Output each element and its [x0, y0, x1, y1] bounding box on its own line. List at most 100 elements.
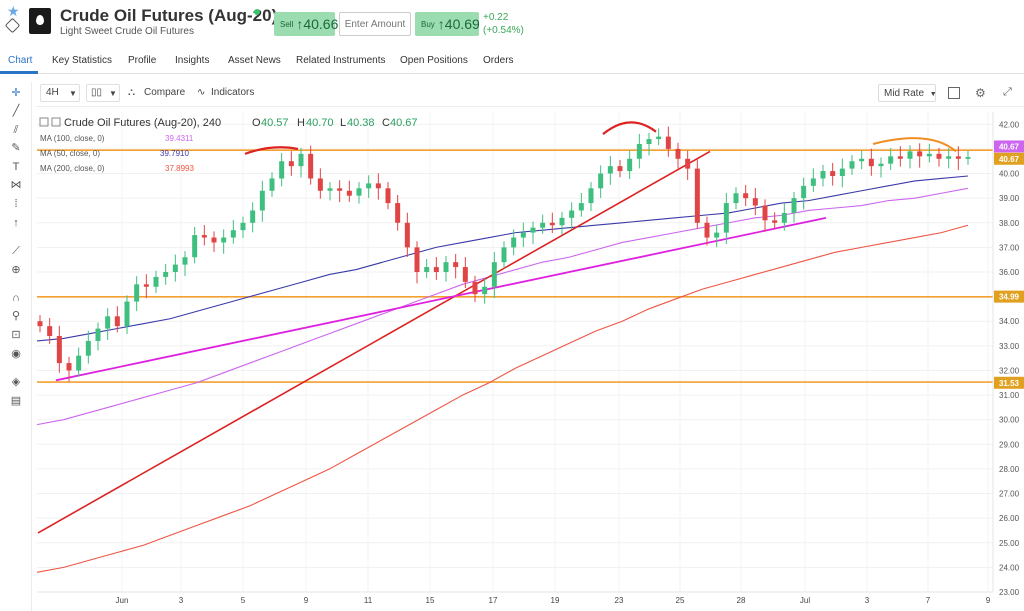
chart-type-select[interactable]	[86, 84, 120, 102]
candle-body	[279, 161, 285, 179]
tab-chart[interactable]: Chart	[8, 55, 33, 66]
horizontal-levels	[37, 149, 993, 383]
y-tick-label: 25.00	[999, 539, 1020, 548]
legend-high-label: H	[297, 117, 305, 129]
legend-close: 40.67	[390, 117, 418, 129]
candle-body	[549, 222, 555, 226]
candle-body	[95, 328, 101, 341]
ma50-line	[36, 175, 969, 342]
candle-body	[37, 321, 43, 327]
trash-icon[interactable]: ▤	[10, 395, 22, 407]
channel-line	[55, 216, 827, 382]
tab-profile[interactable]: Profile	[128, 55, 157, 66]
candle-body	[105, 316, 111, 329]
candle-body	[936, 153, 942, 159]
layers-icon[interactable]: ◈	[11, 376, 21, 388]
candle-body	[752, 198, 758, 206]
trend-line-icon[interactable]: ╱	[12, 105, 20, 117]
magnet-icon[interactable]: ∩	[12, 292, 20, 304]
fullscreen-icon[interactable]: ⤢	[1003, 86, 1012, 98]
eye-icon[interactable]: ◉	[11, 348, 21, 360]
y-tick-label: 23.00	[999, 588, 1020, 597]
market-open-icon	[254, 9, 260, 15]
candle-body	[965, 157, 971, 159]
candle-body	[317, 178, 323, 191]
lock-drawings-icon[interactable]: ⚲	[11, 310, 21, 322]
candle-body	[636, 144, 642, 159]
indicators-button[interactable]: Indicators	[211, 87, 255, 98]
candle-body	[221, 237, 227, 243]
buy-button[interactable]: Buy ↑40.69	[415, 12, 480, 36]
candle-body	[955, 156, 961, 159]
chevron-down-icon: ▼	[69, 89, 77, 98]
active-tab-indicator	[0, 71, 38, 74]
star-icon[interactable]: ★	[7, 3, 20, 19]
interval-select[interactable]	[40, 84, 80, 102]
candle-body	[743, 193, 749, 199]
tab-asset-news[interactable]: Asset News	[228, 55, 281, 66]
candle-body	[849, 161, 855, 169]
tab-related-instruments[interactable]: Related Instruments	[296, 55, 386, 66]
trend-drawings	[37, 121, 957, 534]
collapse-icon[interactable]	[39, 117, 49, 127]
lock-icon[interactable]: ⊡	[11, 329, 21, 341]
ma100-label: MA (100, close, 0)	[40, 134, 105, 143]
y-tick-label: 24.00	[999, 563, 1020, 572]
x-tick-label: 3	[179, 596, 184, 605]
compare-icon[interactable]: ⛬	[128, 87, 135, 98]
price-tag-label: 40.67	[999, 142, 1020, 151]
tab-key-statistics[interactable]: Key Statistics	[52, 55, 113, 66]
y-tick-label: 29.00	[999, 440, 1020, 449]
instrument-title: Crude Oil Futures (Aug-20)	[60, 6, 278, 25]
legend-high: 40.70	[306, 117, 334, 129]
zoom-in-icon[interactable]: ⊕	[11, 264, 21, 276]
screenshot-icon[interactable]	[948, 87, 960, 99]
y-tick-label: 34.00	[999, 317, 1020, 326]
candle-body	[114, 316, 120, 327]
candle-body	[308, 153, 314, 179]
crosshair-icon[interactable]: ✛	[11, 87, 21, 99]
text-icon[interactable]: T	[12, 161, 20, 173]
y-tick-label: 30.00	[999, 416, 1020, 425]
candle-body	[47, 326, 53, 336]
buy-label: Buy	[421, 19, 435, 29]
candle-body	[781, 212, 787, 223]
y-tick-label: 36.00	[999, 268, 1020, 277]
y-tick-label: 28.00	[999, 465, 1020, 474]
candle-body	[211, 237, 217, 243]
arrow-up-icon[interactable]: ↑	[13, 217, 19, 229]
ma200-label: MA (200, close, 0)	[40, 164, 105, 173]
tab-open-positions[interactable]: Open Positions	[400, 55, 468, 66]
legend-name: Crude Oil Futures (Aug-20), 240	[64, 117, 221, 129]
candle-body	[240, 222, 246, 231]
candle-body	[830, 171, 836, 176]
settings-box-icon[interactable]	[51, 117, 61, 127]
price-mode-select[interactable]: Mid Rate ▼	[878, 84, 937, 102]
amount-input[interactable]	[339, 12, 411, 36]
pattern-icon[interactable]: ⋈	[10, 179, 22, 191]
ruler-icon[interactable]: ⟋	[12, 245, 20, 257]
oil-logo-icon	[29, 8, 51, 34]
x-axis: Jun 3 5 9 11 15 17 19 23 25 28 Jul 3 7 9	[37, 591, 993, 605]
price-tag-label: 34.99	[999, 293, 1020, 302]
y-tick-label: 40.00	[999, 170, 1020, 179]
compare-button[interactable]: Compare	[144, 87, 186, 98]
sell-button[interactable]: Sell ↑40.66	[274, 12, 338, 36]
prediction-icon[interactable]: ⁞	[14, 198, 18, 210]
interval-label: 4H	[46, 87, 59, 98]
candle-body	[433, 267, 439, 272]
candle-body	[907, 151, 913, 159]
top-arc	[244, 146, 299, 155]
change-value: +0.22	[483, 12, 509, 23]
x-tick-label: 5	[241, 596, 246, 605]
fib-icon[interactable]: ⫽	[13, 124, 19, 136]
brush-icon[interactable]: ✎	[11, 142, 21, 154]
indicators-icon[interactable]: ∿	[197, 87, 206, 98]
x-tick-label: 11	[364, 596, 373, 605]
tab-insights[interactable]: Insights	[175, 55, 210, 66]
gear-icon[interactable]: ⚙	[975, 86, 986, 100]
x-tick-label: 9	[304, 596, 309, 605]
legend-low-label: L	[340, 117, 346, 129]
tab-orders[interactable]: Orders	[483, 55, 514, 66]
